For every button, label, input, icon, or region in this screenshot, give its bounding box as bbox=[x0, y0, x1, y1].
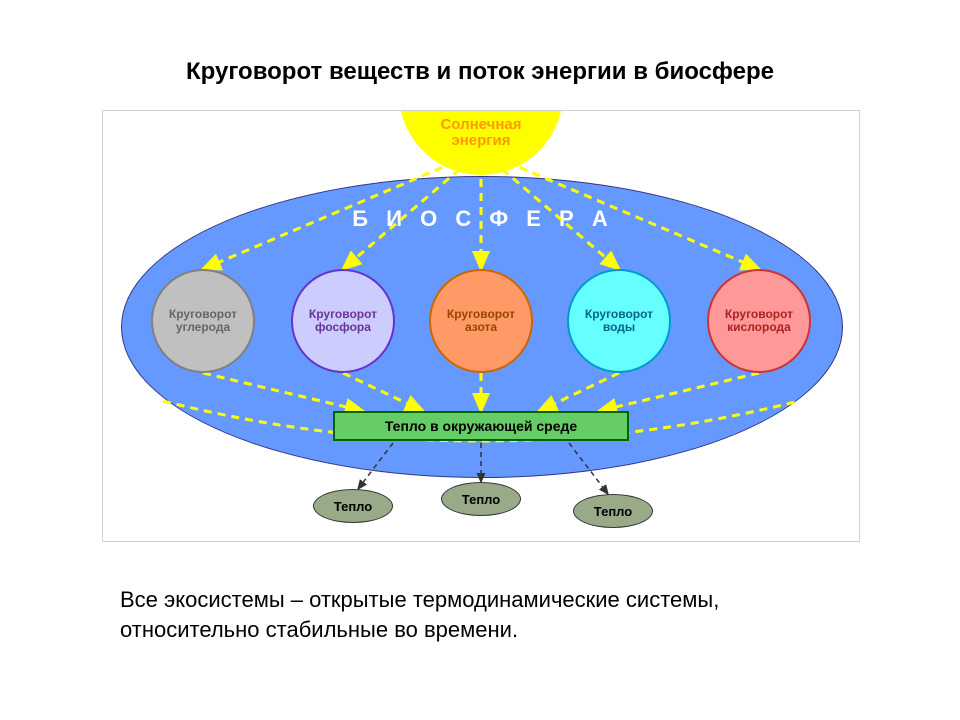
cycle-oxygen: Круговорот кислорода bbox=[707, 269, 811, 373]
heat-out-label: Тепло bbox=[313, 489, 393, 523]
cycle-phosphor: Круговорот фосфора bbox=[291, 269, 395, 373]
heat-environment-box: Тепло в окружающей среде bbox=[333, 411, 629, 441]
page-title: Круговорот веществ и поток энергии в био… bbox=[0, 58, 960, 86]
cycle-water: Круговорот воды bbox=[567, 269, 671, 373]
caption-text: Все экосистемы – открытые термодинамичес… bbox=[120, 585, 850, 644]
biosphere-label: Б И О С Ф Е Р А bbox=[323, 206, 643, 232]
heat-out-label: Тепло bbox=[441, 482, 521, 516]
sun-label: Солнечная энергия bbox=[421, 117, 541, 149]
page: Круговорот веществ и поток энергии в био… bbox=[0, 0, 960, 720]
cycle-carbon: Круговорот углерода bbox=[151, 269, 255, 373]
cycle-nitrogen: Круговорот азота bbox=[429, 269, 533, 373]
diagram-canvas: Б И О С Ф Е Р А Солнечная энергия Кругов… bbox=[102, 110, 860, 542]
heat-out-label: Тепло bbox=[573, 494, 653, 528]
